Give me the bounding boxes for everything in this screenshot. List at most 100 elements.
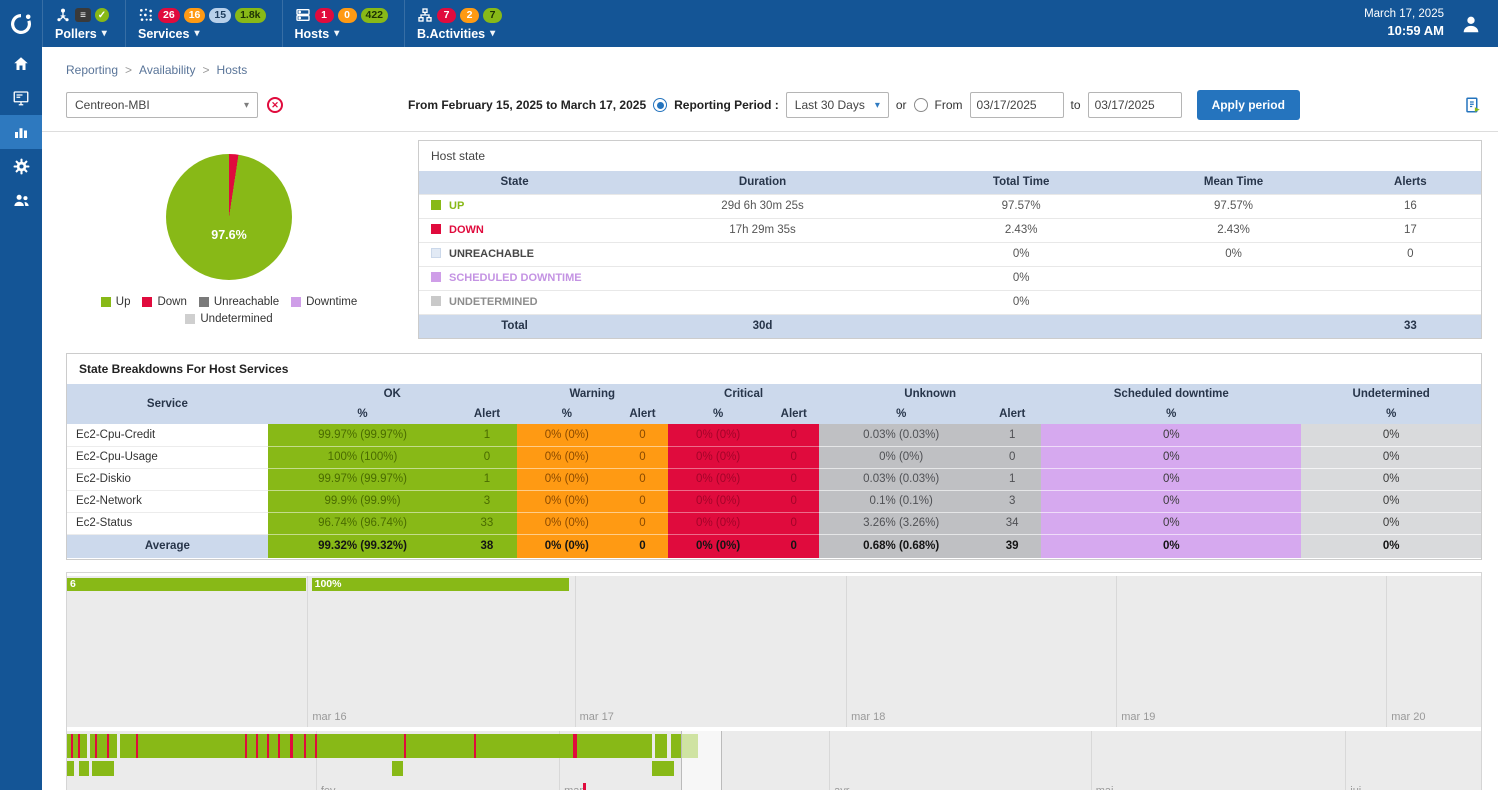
month-tick-label: fev	[316, 785, 336, 790]
centreon-logo[interactable]	[0, 0, 42, 47]
day-gridline	[1116, 575, 1118, 727]
crit-alert-cell: 0	[768, 424, 820, 447]
user-profile-icon[interactable]	[1460, 13, 1482, 35]
day-tick-label: mar 16	[312, 710, 347, 723]
breadcrumb-separator: >	[125, 63, 133, 77]
timeline-segment	[473, 733, 477, 758]
duration-cell	[610, 241, 915, 266]
timeline-overview[interactable]: fev mar avr mai jui	[67, 730, 1481, 790]
total-time-header: Total Time	[914, 171, 1128, 194]
undet-pct-cell: 0%	[1301, 424, 1481, 447]
warn-pct-cell: 0% (0%)	[516, 490, 618, 513]
breakdown-service-row: Ec2-Status 96.74% (96.74%) 33 0% (0%) 0 0% (0…	[67, 512, 1481, 535]
pct-header: %	[267, 404, 458, 424]
breadcrumb-hosts[interactable]: Hosts	[216, 63, 248, 77]
apply-period-button[interactable]: Apply period	[1196, 90, 1300, 120]
breadcrumb-reporting[interactable]: Reporting	[66, 63, 119, 77]
services-ok-badge: 1.8k	[235, 7, 266, 23]
warn-alert-cell: 0	[617, 534, 668, 559]
ok-pct-cell: 100% (100%)	[267, 446, 458, 469]
unk-pct-cell: 0.03% (0.03%)	[819, 468, 984, 491]
sidebar-item-reporting[interactable]	[0, 115, 42, 149]
month-tick-label: mai	[1091, 785, 1114, 790]
timeline-segment	[96, 733, 108, 758]
host-state-row-unreachable: UNREACHABLE 0% 0% 0	[419, 241, 1481, 266]
sched-pct-cell: 0%	[1041, 534, 1302, 559]
timeline-segment	[67, 733, 72, 758]
month-gridline	[829, 730, 831, 790]
sidebar-item-home[interactable]	[0, 47, 42, 81]
day-gridline	[1386, 575, 1388, 727]
month-tick-label: mar	[559, 785, 583, 790]
warning-header: Warning	[516, 384, 668, 404]
menu-pollers[interactable]: ≡ ✓ Pollers ▾	[42, 0, 125, 47]
timeline-segment	[315, 733, 318, 758]
availability-bar[interactable]: 100%	[311, 577, 569, 591]
left-sidebar	[0, 47, 42, 790]
export-report-icon[interactable]	[1464, 96, 1482, 114]
pie-value-label: 97.6%	[211, 228, 247, 242]
timeline-segment	[277, 733, 280, 758]
crit-alert-cell: 0	[768, 512, 820, 535]
unk-alert-cell: 34	[983, 512, 1042, 535]
unreachable-swatch	[431, 248, 441, 258]
to-date-input[interactable]	[1087, 92, 1182, 118]
sidebar-item-monitoring[interactable]	[0, 81, 42, 115]
service-cell: Ec2-Cpu-Credit	[67, 424, 268, 447]
timeline-segment	[71, 733, 74, 758]
to-label: to	[1070, 98, 1081, 112]
timeline-segment	[267, 733, 270, 758]
sidebar-item-configuration[interactable]	[0, 149, 42, 183]
ok-pct-cell: 99.9% (99.9%)	[267, 490, 458, 513]
breadcrumb-separator: >	[202, 63, 210, 77]
timeline-segment	[89, 733, 95, 758]
total-time-cell: 97.57%	[914, 193, 1128, 218]
unk-alert-cell: 39	[983, 534, 1042, 559]
sched-pct-cell: 0%	[1041, 512, 1302, 535]
state-label: UNDETERMINED	[449, 296, 538, 308]
undetermined-swatch	[431, 296, 441, 306]
timeline-segment	[476, 733, 574, 758]
state-header: State	[419, 171, 611, 194]
availability-bar[interactable]: 6	[67, 577, 306, 591]
clear-filter-icon[interactable]: ✕	[267, 97, 283, 113]
month-gridline	[315, 730, 317, 790]
hosts-up-badge: 422	[360, 7, 389, 23]
breadcrumb-availability[interactable]: Availability	[139, 63, 196, 77]
timeline-segment	[78, 733, 81, 758]
timeline-segment	[269, 733, 278, 758]
breakdown-service-row: Ec2-Cpu-Credit 99.97% (99.97%) 1 0% (0%) 0 0%…	[67, 424, 1481, 447]
menu-bactivities[interactable]: 7 2 7 B.Activities ▾	[404, 0, 518, 47]
overview-selection-window[interactable]	[680, 730, 722, 790]
service-header: Service	[67, 384, 268, 424]
menu-services[interactable]: 26 16 15 1.8k Services ▾	[125, 0, 282, 47]
host-state-title: Host state	[431, 149, 486, 163]
chevron-down-icon: ▾	[334, 28, 340, 39]
menu-hosts[interactable]: 1 0 422 Hosts ▾	[281, 0, 405, 47]
ok-pct-cell: 96.74% (96.74%)	[267, 512, 458, 535]
total-label: Total	[419, 313, 611, 338]
timeline-segment	[257, 733, 268, 758]
reporting-range-text: From February 15, 2025 to March 17, 2025	[408, 98, 647, 112]
reporting-period-radio[interactable]	[653, 98, 668, 112]
filter-bar: Centreon-MBI ▾ ✕ From February 15, 2025 t…	[42, 81, 1498, 132]
mean-time-cell: 0%	[1127, 241, 1340, 266]
from-date-input[interactable]	[969, 92, 1064, 118]
scheduled-downtime-header: Scheduled downtime	[1041, 384, 1302, 404]
unk-pct-cell: 3.26% (3.26%)	[819, 512, 984, 535]
timeline-plot[interactable]: mar 16 mar 17 mar 18 mar 19 mar 20 6 100%	[67, 575, 1481, 727]
timeline-segment	[655, 733, 668, 758]
poller-database-badge: ≡	[75, 8, 91, 22]
crit-pct-cell: 0% (0%)	[667, 512, 769, 535]
pct-header: %	[1301, 404, 1481, 424]
custom-period-radio[interactable]	[913, 98, 928, 112]
warn-pct-cell: 0% (0%)	[516, 446, 618, 469]
duration-cell	[610, 289, 915, 314]
day-gridline	[574, 575, 576, 727]
sidebar-item-administration[interactable]	[0, 183, 42, 217]
total-time-cell: 0%	[914, 241, 1128, 266]
crit-pct-cell: 0% (0%)	[667, 468, 769, 491]
host-state-row-undetermined: UNDETERMINED 0%	[419, 289, 1481, 314]
period-select[interactable]: Last 30 Days ▾	[785, 92, 889, 118]
host-group-select[interactable]: Centreon-MBI ▾	[66, 92, 258, 118]
